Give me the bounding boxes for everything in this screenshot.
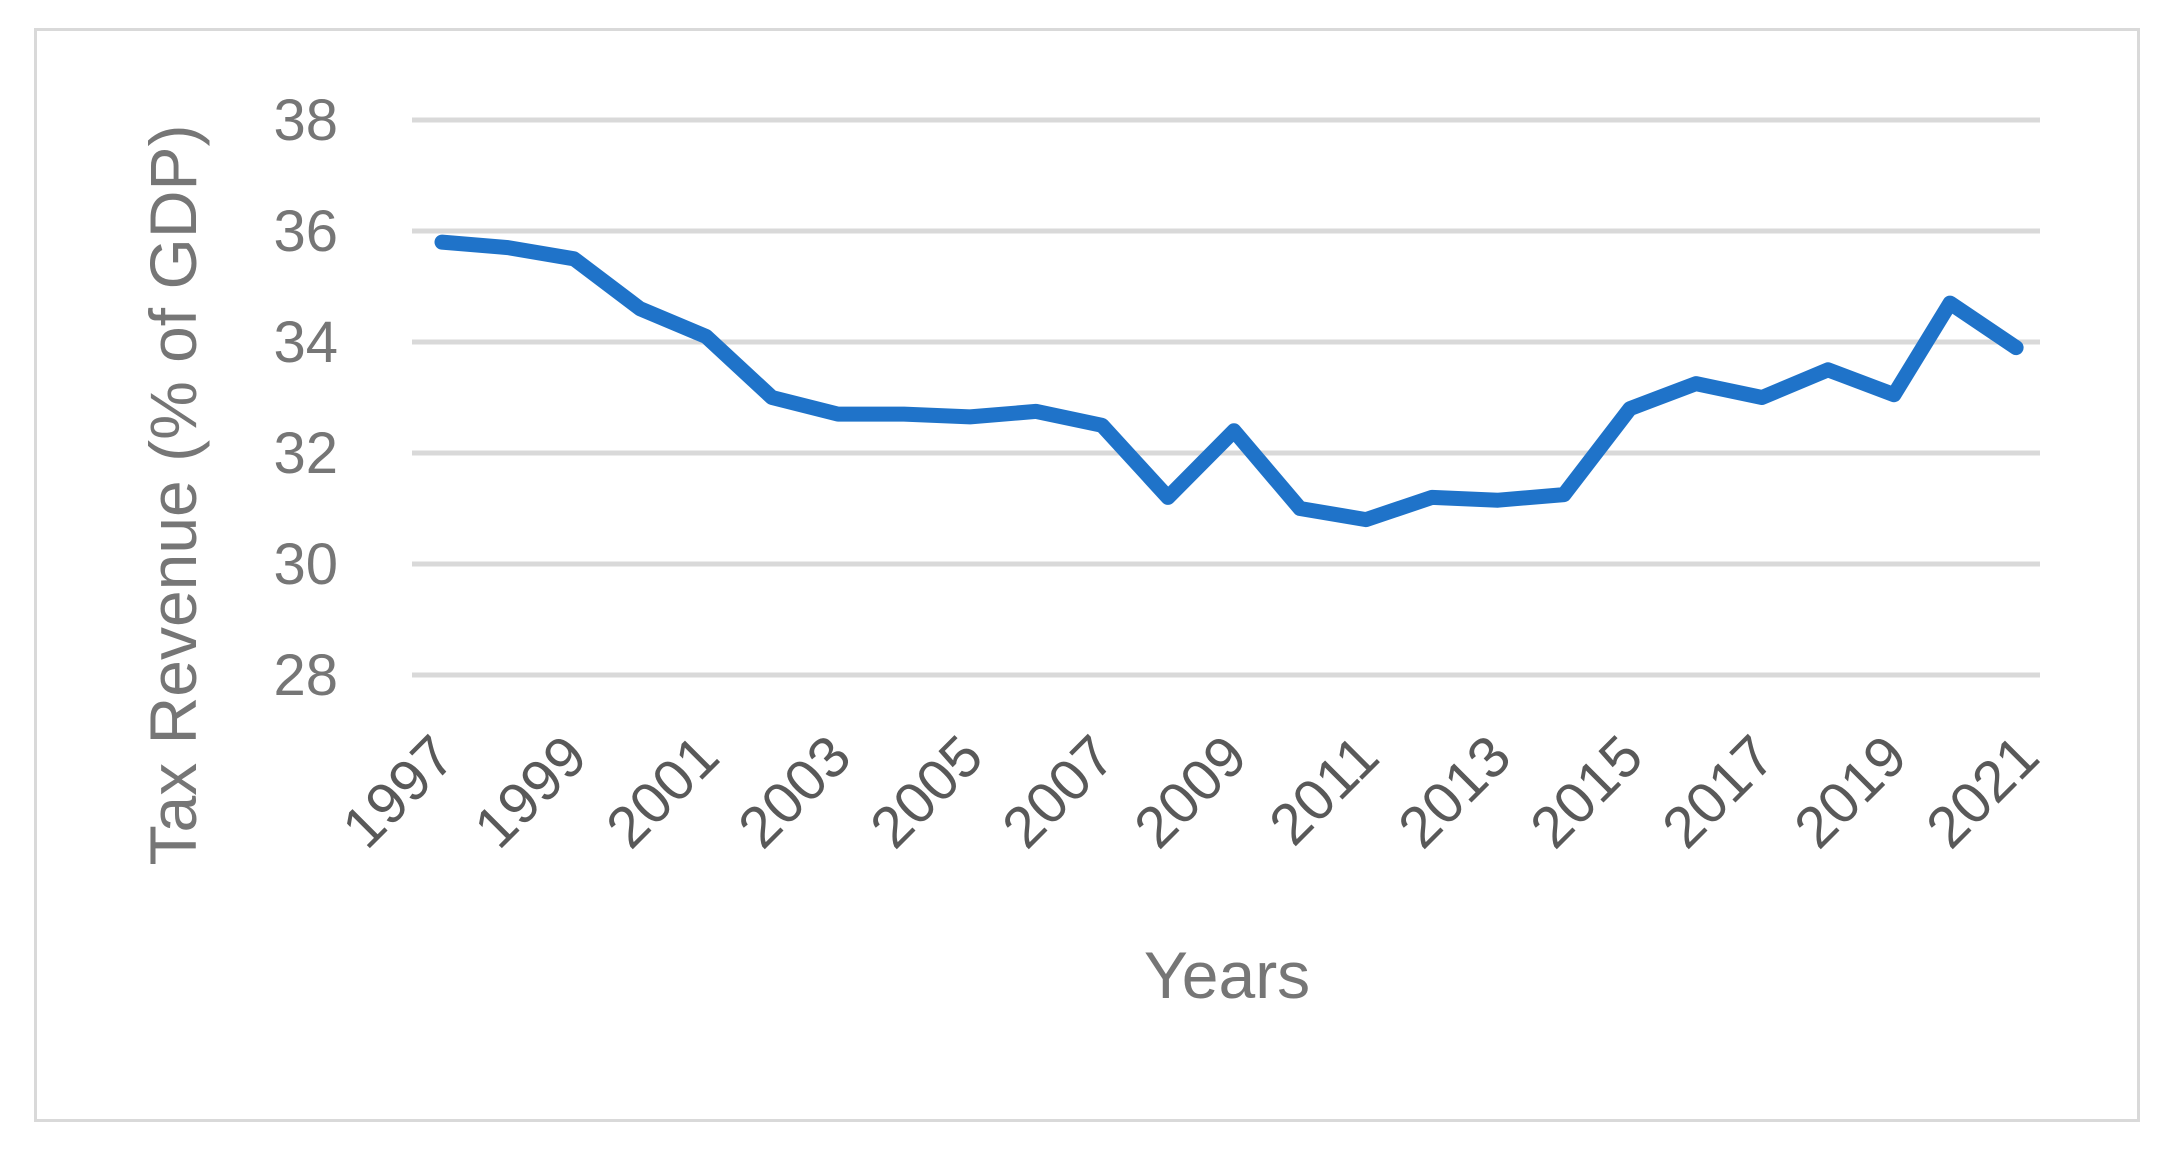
y-tick-label-32: 32: [273, 421, 338, 486]
x-tick-label-2009: 2009: [1122, 723, 1259, 860]
y-tick-label-28: 28: [273, 643, 338, 708]
x-tick-label-1999: 1999: [462, 723, 599, 860]
x-tick-label-2017: 2017: [1650, 723, 1787, 860]
x-tick-label-2015: 2015: [1518, 723, 1655, 860]
x-tick-label-2011: 2011: [1257, 723, 1391, 857]
x-tick-label-1997: 1997: [330, 723, 467, 860]
x-tick-label-2005: 2005: [858, 723, 995, 860]
y-tick-label-38: 38: [273, 88, 338, 153]
y-tick-label-30: 30: [273, 532, 338, 597]
x-tick-label-2021: 2021: [1914, 723, 2051, 860]
series-line-0: [434, 234, 2024, 528]
y-tick-label-36: 36: [273, 199, 338, 264]
x-tick-label-2007: 2007: [990, 723, 1127, 860]
y-axis-ticks: 28 30 32 34 36 38: [273, 88, 338, 708]
y-tick-label-34: 34: [273, 310, 338, 375]
x-tick-label-2001: 2001: [594, 723, 731, 860]
gridlines: [412, 117, 2040, 678]
x-tick-label-2019: 2019: [1782, 723, 1919, 860]
series-lines: [434, 234, 2024, 528]
x-tick-label-2003: 2003: [726, 723, 863, 860]
y-axis-title: Tax Revenue (% of GDP): [136, 125, 210, 866]
x-axis-ticks: 1997199920012003200520072009201120132015…: [330, 723, 2051, 860]
chart-frame: [34, 28, 2140, 1122]
x-tick-label-2013: 2013: [1386, 723, 1523, 860]
x-axis-title: Years: [1144, 938, 1310, 1012]
